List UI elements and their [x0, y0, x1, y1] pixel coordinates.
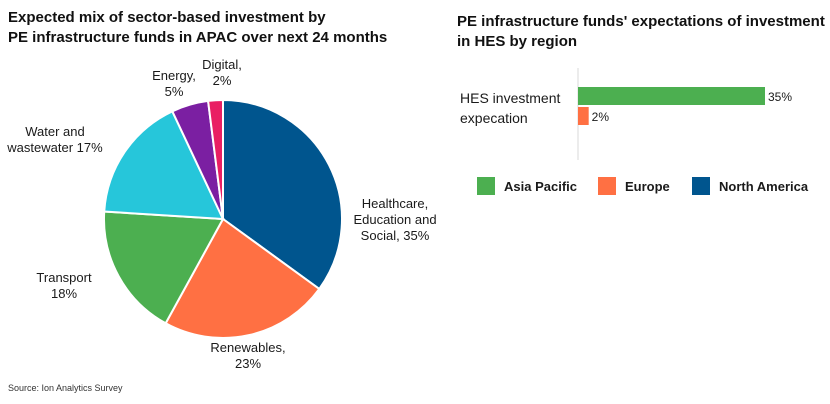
- legend-swatch-asia-pacific: [477, 177, 495, 195]
- legend-label-europe: Europe: [625, 179, 670, 194]
- pie-slice-renewables: [164, 217, 321, 339]
- source-note: Source: Ion Analytics Survey: [8, 383, 123, 393]
- bar-chart-title: PE infrastructure funds' expectations of…: [457, 13, 825, 50]
- pie-label-transport: Transport 18%: [36, 270, 92, 301]
- pie-label-healthcare-education-and-social: Healthcare, Education and Social, 35%: [353, 196, 436, 243]
- pie-label-digital: Digital, 2%: [202, 57, 242, 88]
- bar-asia-pacific: [578, 87, 765, 105]
- bar-europe: [578, 107, 589, 125]
- legend-label-asia-pacific: Asia Pacific: [504, 179, 577, 194]
- pie-label-energy: Energy, 5%: [152, 68, 196, 99]
- pie-slice-water-and-wastewater: [103, 109, 225, 221]
- legend-swatch-europe: [598, 177, 616, 195]
- pie-label-renewables: Renewables, 23%: [210, 340, 285, 371]
- bar-chart: HES investment expecation 35% 2% Asia Pacifi…: [460, 68, 809, 195]
- pie-slice-healthcare-education-and-social: [222, 98, 343, 291]
- bar-value-asia-pacific: 35%: [768, 90, 792, 104]
- legend-label-north-america: North America: [719, 179, 809, 194]
- bar-category-label: HES investment expecation: [460, 90, 560, 126]
- pie-slice-digital: [206, 98, 224, 220]
- pie-slice-transport: [103, 210, 225, 325]
- pie-label-water-and-wastewater: Water and wastewater 17%: [6, 124, 103, 155]
- pie-chart-title: Expected mix of sector-based investment …: [8, 9, 388, 46]
- legend-swatch-north-america: [692, 177, 710, 195]
- pie-chart: Healthcare, Education and Social, 35% Renew…: [6, 57, 436, 371]
- bar-value-europe: 2%: [592, 110, 610, 124]
